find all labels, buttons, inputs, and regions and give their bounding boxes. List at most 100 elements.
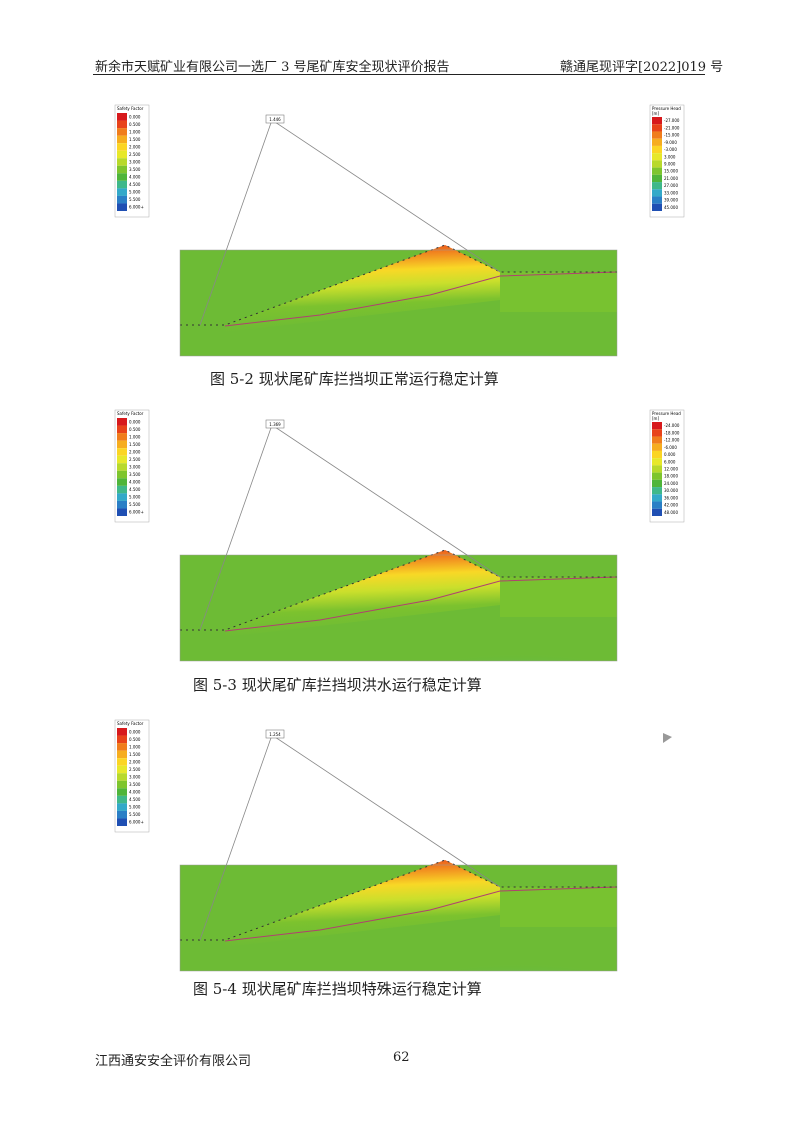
legend-label: 2.500 — [129, 767, 141, 772]
legend-swatch — [117, 478, 127, 486]
figure-caption: 图 5-4 现状尾矿库拦挡坝特殊运行稳定计算 — [193, 980, 482, 998]
legend-swatch — [652, 494, 662, 502]
phreatic-line — [224, 271, 618, 327]
legend-swatch — [652, 189, 662, 197]
legend-label: -9.000 — [664, 140, 677, 145]
legend-swatch — [117, 493, 127, 501]
legend-label: 0.000 — [129, 114, 141, 119]
legend-label: 3.000 — [664, 154, 676, 159]
legend-label: 0.000 — [129, 729, 141, 734]
legend-swatch — [652, 153, 662, 161]
legend-label: 5.000 — [129, 805, 141, 810]
header-rule — [93, 74, 705, 75]
legend-label: 0.000 — [129, 419, 141, 424]
dam — [180, 550, 500, 637]
legend-label: -12.000 — [664, 438, 680, 443]
legend-swatch — [117, 195, 127, 204]
legend-label: -15.000 — [664, 133, 680, 138]
legend-label: -6.000 — [664, 445, 677, 450]
legend-swatch — [117, 773, 127, 781]
legend-swatch — [117, 440, 127, 449]
slip-label: 1.369 — [269, 422, 281, 427]
legend-swatch — [117, 780, 127, 789]
legend-swatch — [652, 422, 662, 430]
legend-label: 5.000 — [129, 190, 141, 195]
legend-title: Safety Factor — [117, 106, 144, 111]
legend-label: 45.000 — [664, 205, 678, 210]
legend-label: 0.500 — [129, 427, 141, 432]
legend-swatch — [652, 117, 662, 125]
legend-label: 5.000 — [129, 495, 141, 500]
slip-box — [265, 419, 285, 429]
legend-swatch — [652, 167, 662, 175]
legend-label: 4.000 — [129, 175, 141, 180]
legend-label: 2.000 — [129, 144, 141, 149]
ground-left — [180, 630, 225, 661]
ground-left — [180, 325, 225, 356]
legend-label: 5.500 — [129, 502, 141, 507]
frame — [179, 864, 618, 972]
legend-label: 18.000 — [664, 474, 678, 479]
surface — [180, 859, 617, 941]
legend-label: -18.000 — [664, 430, 680, 435]
legend-swatch — [117, 203, 127, 211]
phreatic-line — [224, 576, 618, 632]
legend-label: -27.000 — [664, 118, 680, 123]
surface — [180, 549, 617, 631]
legend-swatch — [117, 425, 127, 434]
legend-swatch — [117, 803, 127, 811]
legend-swatch — [652, 508, 662, 516]
legend-swatch — [117, 128, 127, 136]
legend-label: 1.500 — [129, 137, 141, 142]
legend-label: 21.000 — [664, 176, 678, 181]
legend-swatch — [652, 182, 662, 190]
legend-label: 9.000 — [664, 162, 676, 167]
legend-label: 27.000 — [664, 183, 678, 188]
legend-swatch — [117, 765, 127, 774]
legend-swatch — [117, 113, 127, 121]
frame — [179, 249, 618, 357]
surface — [180, 244, 617, 326]
phreatic-line — [224, 886, 618, 942]
legend-label: 4.500 — [129, 487, 141, 492]
legend-label: 0.500 — [129, 122, 141, 127]
legend-swatch — [117, 485, 127, 494]
legend-label: 36.000 — [664, 495, 678, 500]
legend-unit: [m] — [652, 111, 659, 116]
legend-swatch — [652, 465, 662, 473]
legend-swatch — [117, 818, 127, 826]
legend-swatch — [652, 436, 662, 444]
legend-label: 0.500 — [129, 737, 141, 742]
legend-label: 2.000 — [129, 759, 141, 764]
legend-label: 3.500 — [129, 167, 141, 172]
legend-label: 2.500 — [129, 457, 141, 462]
legend-swatch — [117, 463, 127, 471]
legend-swatch — [117, 788, 127, 796]
legend-label: 3.000 — [129, 465, 141, 470]
legend-title: Pressure Head — [652, 106, 681, 111]
legend-label: 42.000 — [664, 503, 678, 508]
legend-swatch — [652, 501, 662, 509]
legend-swatch — [652, 472, 662, 480]
legend-swatch — [652, 131, 662, 139]
plateau — [500, 887, 617, 927]
page-number: 62 — [393, 1050, 410, 1065]
legend-label: 39.000 — [664, 198, 678, 203]
legend-title: Safety Factor — [117, 721, 144, 726]
legend-swatch — [652, 479, 662, 488]
legend-label: 24.000 — [664, 481, 678, 486]
legend-title: Pressure Head — [652, 411, 681, 416]
legend-label: 6.000+ — [129, 510, 144, 515]
legend-swatch — [652, 443, 662, 451]
legend-label: -24.000 — [664, 423, 680, 428]
figure: 1.254 Safety Factor 0.000 0.500 1.000 1.500 2.… — [114, 719, 672, 972]
legend-swatch — [117, 750, 127, 759]
legend-label: 4.500 — [129, 182, 141, 187]
figure: 1.369 Safety Factor 0.000 0.500 1.000 1.500 2.… — [114, 409, 685, 662]
legend-label: 4.000 — [129, 790, 141, 795]
legend-label: 3.000 — [129, 160, 141, 165]
legend-swatch — [117, 433, 127, 441]
legend-label: 5.500 — [129, 197, 141, 202]
legend-label: 6.000 — [664, 459, 676, 464]
